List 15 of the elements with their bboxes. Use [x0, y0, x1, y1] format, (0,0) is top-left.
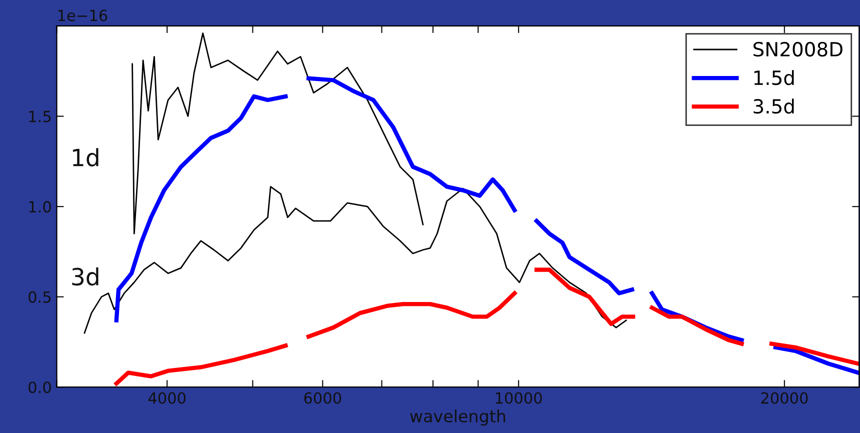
- legend-label: 1.5d: [754, 70, 794, 86]
- legend-label: 3.5d: [754, 98, 794, 114]
- y-tick-label: 1.5: [29, 110, 51, 122]
- x-tick-label: 10000: [496, 392, 542, 404]
- annotation: 1d: [72, 148, 98, 166]
- y-tick-label: 1.0: [29, 201, 51, 213]
- y-tick-label: 0.5: [28, 291, 51, 303]
- text: 1e−16: [58, 10, 108, 22]
- x-tick-label: 4000: [148, 392, 186, 404]
- annotation: 3d: [72, 267, 98, 286]
- x-tick-label: 6000: [304, 392, 342, 404]
- x-axis-title: wavelength: [410, 410, 506, 426]
- y-tick-label: 0.0: [28, 382, 51, 394]
- x-tick-label: 20000: [761, 392, 808, 404]
- legend-label: SN2008D: [754, 42, 842, 57]
